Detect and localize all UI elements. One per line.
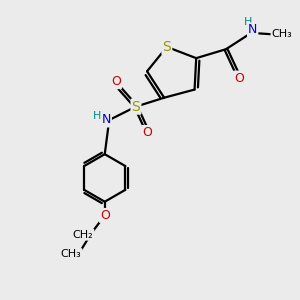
Text: N: N <box>101 113 111 127</box>
Text: O: O <box>111 75 121 88</box>
Text: CH₂: CH₂ <box>73 230 93 240</box>
Text: O: O <box>142 126 152 139</box>
Text: N: N <box>248 23 257 36</box>
Text: S: S <box>132 100 140 114</box>
Text: CH₃: CH₃ <box>61 249 82 259</box>
Text: S: S <box>163 40 171 54</box>
Text: H: H <box>92 110 101 121</box>
Text: H: H <box>243 16 252 27</box>
Text: O: O <box>100 209 110 222</box>
Text: O: O <box>234 72 244 85</box>
Text: CH₃: CH₃ <box>272 29 292 39</box>
